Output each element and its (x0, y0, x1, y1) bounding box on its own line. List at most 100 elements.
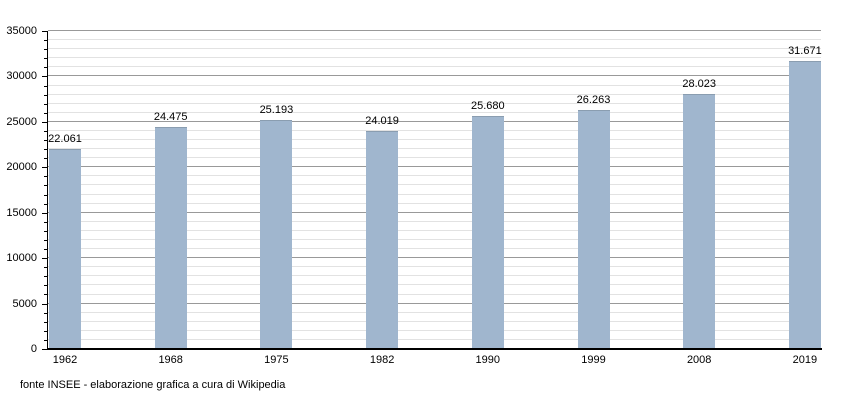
minor-gridline (48, 320, 821, 322)
y-minor-tick (44, 158, 48, 160)
y-minor-tick (44, 239, 48, 241)
minor-gridline (48, 157, 821, 159)
y-tick-label: 5000 (12, 297, 37, 310)
y-minor-tick (44, 276, 48, 278)
bar-value-label: 26.263 (576, 94, 611, 107)
minor-gridline (48, 338, 821, 340)
major-gridline (48, 75, 821, 77)
y-minor-tick (44, 112, 48, 114)
x-tick-label: 1962 (52, 354, 78, 366)
y-minor-tick (44, 330, 48, 332)
y-minor-tick (44, 194, 48, 196)
y-tick-label: 35000 (6, 25, 37, 37)
minor-gridline (48, 84, 821, 86)
x-tick-label: 1990 (475, 354, 501, 366)
bar-value-label: 24.019 (365, 114, 399, 127)
major-gridline (48, 166, 821, 168)
minor-gridline (48, 202, 821, 204)
y-tick-label: 0 (30, 343, 37, 355)
y-tick-label: 30000 (6, 70, 37, 83)
y-major-tick (42, 258, 48, 260)
minor-gridline (48, 311, 821, 313)
y-minor-tick (44, 285, 48, 287)
y-minor-tick (44, 103, 48, 105)
bar-1968 (154, 126, 187, 349)
minor-gridline (48, 220, 821, 222)
major-gridline (48, 302, 821, 304)
y-minor-tick (44, 140, 48, 142)
y-minor-tick (44, 249, 48, 251)
y-minor-tick (44, 203, 48, 205)
y-tick-label: 15000 (6, 206, 37, 219)
x-tick-label: 1968 (158, 354, 183, 366)
bar-2008 (683, 94, 716, 349)
y-minor-tick (44, 321, 48, 323)
y-major-tick (42, 76, 48, 78)
minor-gridline (48, 266, 821, 268)
major-gridline (48, 257, 821, 259)
y-major-tick (42, 31, 48, 32)
minor-gridline (48, 275, 821, 277)
minor-gridline (48, 66, 821, 68)
x-tick-label: 2008 (686, 354, 712, 366)
y-minor-tick (44, 130, 48, 132)
y-minor-tick (44, 58, 48, 60)
minor-gridline (48, 293, 821, 295)
minor-gridline (48, 39, 821, 41)
minor-gridline (48, 229, 821, 231)
major-gridline (48, 120, 821, 122)
minor-gridline (48, 148, 821, 150)
minor-gridline (48, 129, 821, 131)
minor-gridline (48, 102, 821, 104)
minor-gridline (48, 184, 821, 186)
x-tick-label: 1982 (369, 354, 395, 366)
minor-gridline (48, 48, 821, 50)
y-minor-tick (44, 339, 48, 341)
source-note: fonte INSEE - elaborazione grafica a cur… (20, 379, 286, 391)
y-axis-line (47, 31, 48, 350)
bar-1975 (260, 120, 293, 349)
y-minor-tick (44, 40, 48, 42)
y-tick-label: 25000 (6, 115, 37, 128)
bar-1999 (577, 110, 610, 349)
bar-1962 (49, 148, 81, 349)
x-axis-line (47, 348, 822, 350)
x-tick-label: 2019 (792, 354, 818, 366)
minor-gridline (48, 329, 821, 331)
minor-gridline (48, 175, 821, 177)
bar-1990 (471, 115, 504, 349)
plot-area: 22.061 24.475 25.193 24.019 25.680 26.263 28.0… (48, 30, 822, 349)
minor-gridline (48, 111, 821, 113)
y-major-tick (42, 303, 48, 305)
minor-gridline (48, 248, 821, 250)
bar-value-label: 25.680 (470, 99, 505, 112)
y-minor-tick (44, 267, 48, 269)
minor-gridline (48, 139, 821, 141)
bar-2019 (788, 61, 821, 349)
minor-gridline (48, 57, 821, 59)
y-minor-tick (44, 185, 48, 187)
x-tick-label: 1999 (581, 354, 606, 366)
y-minor-tick (44, 85, 48, 87)
y-tick-label: 10000 (6, 252, 37, 265)
y-minor-tick (44, 230, 48, 232)
y-minor-tick (44, 221, 48, 223)
major-gridline (48, 30, 821, 31)
y-major-tick (42, 121, 48, 123)
y-minor-tick (44, 67, 48, 69)
y-minor-tick (44, 49, 48, 51)
bar-value-label: 24.475 (153, 110, 188, 123)
minor-gridline (48, 284, 821, 286)
minor-gridline (48, 93, 821, 95)
y-minor-tick (44, 312, 48, 314)
major-gridline (48, 211, 821, 213)
bar-value-label: 28.023 (682, 78, 717, 91)
y-major-tick (42, 349, 48, 350)
x-tick-label: 1975 (264, 354, 289, 366)
minor-gridline (48, 238, 821, 240)
y-major-tick (42, 212, 48, 214)
bar-1982 (366, 130, 399, 349)
y-major-tick (42, 167, 48, 169)
bar-value-label: 31.671 (788, 45, 822, 58)
